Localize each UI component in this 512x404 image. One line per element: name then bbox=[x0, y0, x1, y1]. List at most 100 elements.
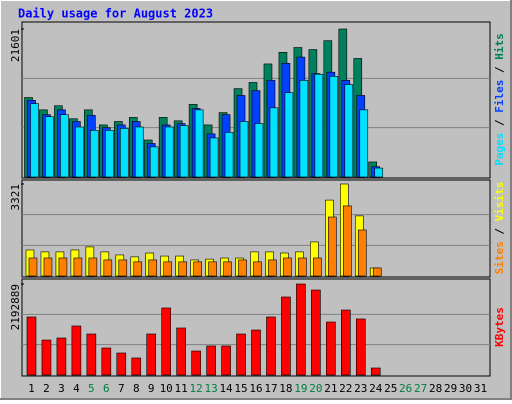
legend-entry: Visits bbox=[493, 182, 506, 222]
x-tick-label: 30 bbox=[459, 382, 472, 395]
x-tick-label: 7 bbox=[118, 382, 125, 395]
bar bbox=[179, 125, 189, 178]
bar bbox=[296, 283, 306, 376]
bar bbox=[119, 128, 129, 178]
bar bbox=[299, 80, 309, 178]
bar bbox=[314, 73, 324, 178]
legend: Pages / Files / Hits bbox=[493, 33, 506, 166]
legend-entry: Hits bbox=[493, 33, 506, 60]
x-tick-label: 4 bbox=[73, 382, 80, 395]
x-tick-label: 12 bbox=[190, 382, 203, 395]
bar bbox=[191, 350, 201, 376]
bar bbox=[239, 121, 249, 178]
bar bbox=[209, 137, 219, 178]
bar bbox=[357, 229, 367, 277]
bar bbox=[266, 316, 276, 376]
bar bbox=[355, 318, 366, 376]
bar bbox=[253, 261, 262, 277]
x-tick-label: 6 bbox=[103, 382, 110, 395]
bar bbox=[134, 126, 144, 178]
x-tick-label: 13 bbox=[204, 382, 217, 395]
x-tick-label: 24 bbox=[369, 382, 383, 395]
x-tick-label: 29 bbox=[444, 382, 457, 395]
x-tick-label: 31 bbox=[474, 382, 487, 395]
x-tick-label: 9 bbox=[148, 382, 155, 395]
legend-entry: Files bbox=[493, 80, 506, 113]
bar bbox=[269, 107, 279, 178]
bar bbox=[116, 352, 127, 376]
x-tick-label: 19 bbox=[294, 382, 307, 395]
bar bbox=[86, 333, 97, 376]
bar bbox=[281, 296, 291, 376]
bar bbox=[30, 103, 39, 178]
bar bbox=[164, 126, 174, 178]
bar bbox=[58, 257, 68, 277]
bar bbox=[163, 261, 172, 277]
legend-entry: Pages bbox=[493, 133, 506, 166]
legend-separator: / bbox=[493, 221, 506, 241]
bar bbox=[313, 257, 322, 277]
x-tick-label: 15 bbox=[234, 382, 247, 395]
bar bbox=[206, 345, 216, 376]
bar bbox=[45, 116, 54, 178]
bar bbox=[359, 109, 369, 178]
bar bbox=[148, 259, 158, 277]
x-tick-label: 26 bbox=[399, 382, 412, 395]
x-tick-label: 25 bbox=[384, 382, 397, 395]
bar bbox=[370, 367, 381, 376]
bar bbox=[344, 84, 354, 178]
bar bbox=[224, 132, 234, 178]
legend-entry: Sites bbox=[493, 241, 506, 274]
y-tick-label: 2192889 bbox=[9, 284, 22, 330]
bar bbox=[75, 126, 84, 178]
bar bbox=[146, 333, 157, 376]
bar bbox=[43, 257, 53, 277]
bar bbox=[103, 259, 113, 277]
y-tick-label: 21601 bbox=[9, 29, 22, 62]
bar bbox=[90, 130, 99, 178]
x-tick-label: 22 bbox=[339, 382, 352, 395]
bar bbox=[223, 261, 232, 277]
legend-separator: / bbox=[493, 113, 506, 133]
bar bbox=[238, 259, 247, 277]
x-tick-label: 8 bbox=[133, 382, 140, 395]
bar bbox=[328, 216, 337, 277]
bar bbox=[329, 75, 339, 178]
bar bbox=[341, 309, 351, 376]
bar bbox=[284, 92, 294, 178]
x-tick-label: 5 bbox=[88, 382, 95, 395]
bar bbox=[283, 257, 292, 277]
bar bbox=[133, 261, 143, 277]
bar bbox=[41, 339, 52, 376]
chart-title: Daily usage for August 2023 bbox=[18, 7, 213, 21]
bar bbox=[176, 327, 186, 376]
legend-separator: / bbox=[493, 60, 506, 80]
x-tick-label: 17 bbox=[264, 382, 277, 395]
bar bbox=[149, 146, 159, 178]
bar bbox=[101, 347, 112, 376]
bar bbox=[60, 114, 69, 178]
bar bbox=[178, 261, 187, 277]
bar bbox=[208, 261, 217, 277]
bar bbox=[221, 345, 231, 376]
bar bbox=[118, 259, 128, 277]
x-tick-label: 3 bbox=[58, 382, 65, 395]
x-tick-label: 21 bbox=[324, 382, 337, 395]
bar bbox=[88, 257, 98, 277]
bar bbox=[343, 205, 352, 277]
bar bbox=[326, 321, 336, 376]
bar bbox=[298, 257, 307, 277]
x-tick-label: 18 bbox=[279, 382, 292, 395]
x-tick-label: 1 bbox=[28, 382, 35, 395]
x-tick-label: 20 bbox=[309, 382, 322, 395]
bar bbox=[311, 289, 321, 376]
legend: KBytes bbox=[493, 307, 506, 347]
x-tick-label: 23 bbox=[354, 382, 367, 395]
bar bbox=[372, 267, 382, 277]
bar bbox=[28, 257, 38, 277]
bar bbox=[26, 316, 37, 376]
bar bbox=[236, 333, 246, 376]
x-tick-label: 10 bbox=[160, 382, 173, 395]
